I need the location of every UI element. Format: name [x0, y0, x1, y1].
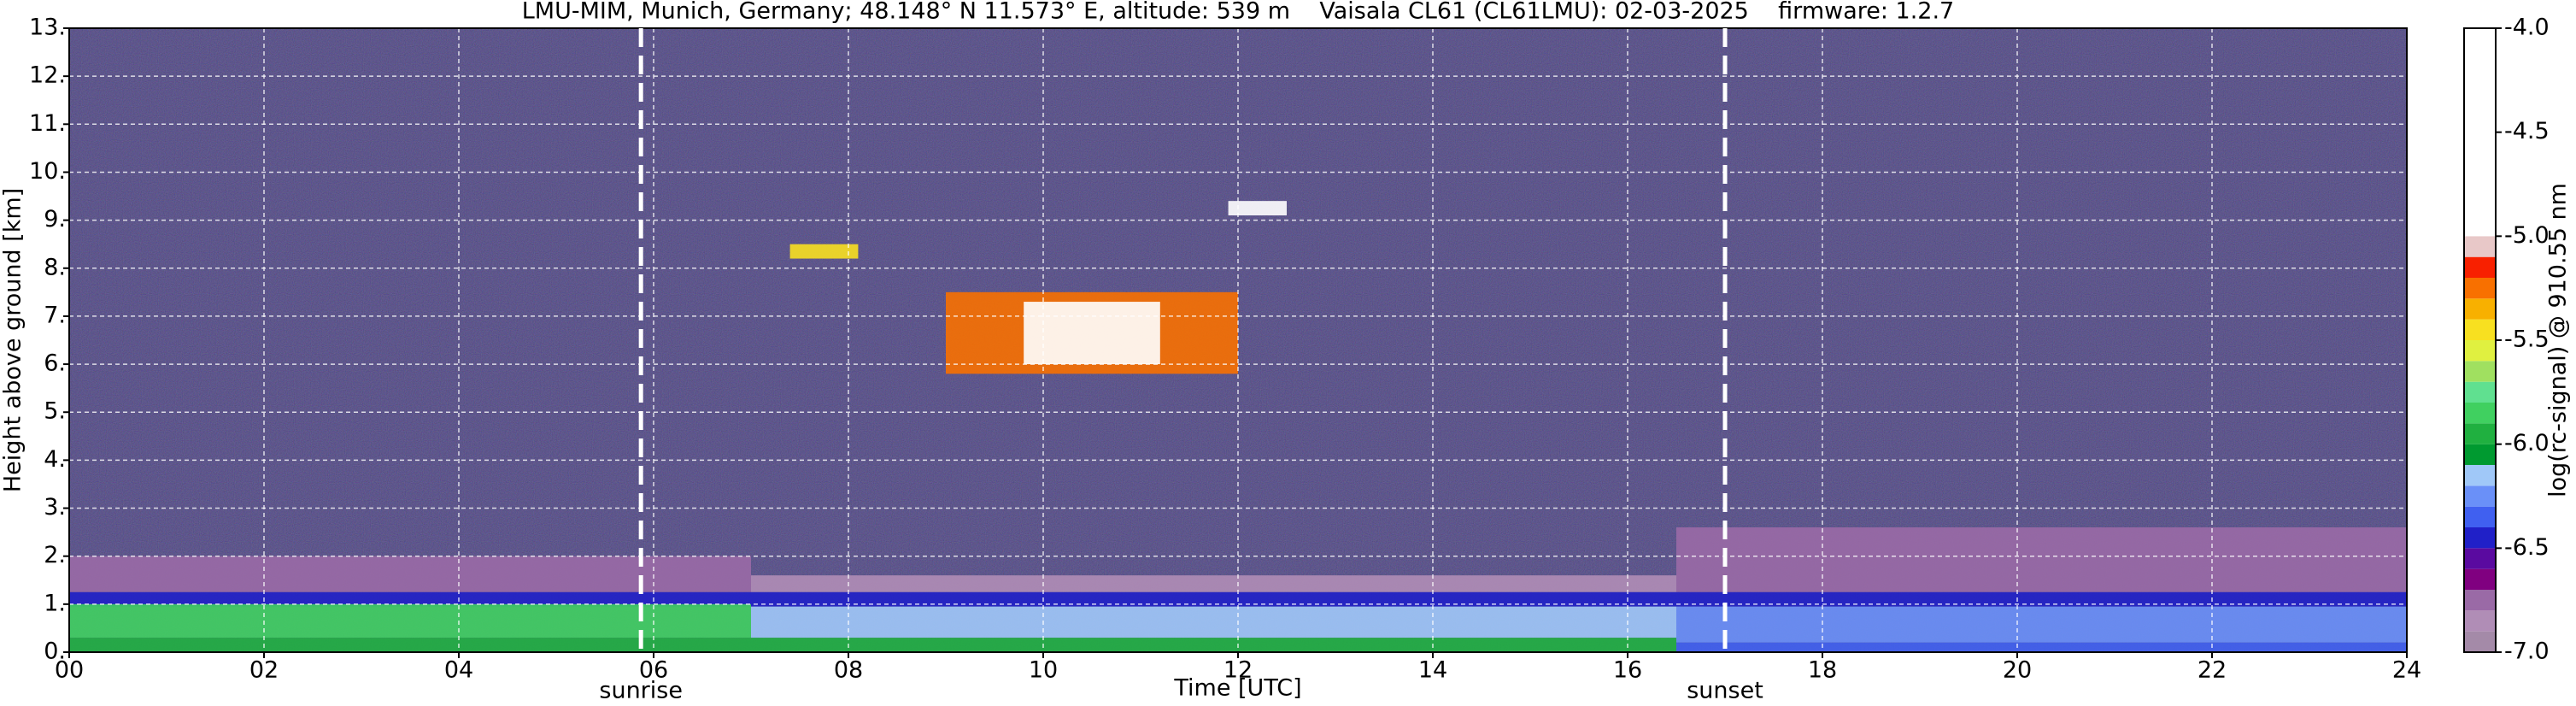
x-tick-label: 06	[639, 657, 668, 684]
x-tick-label: 14	[1418, 657, 1447, 684]
colorbar-segment	[2464, 361, 2496, 382]
heatmap-cell	[751, 606, 1676, 638]
y-tick-label: 1.	[44, 590, 66, 616]
y-tick-label: 7.	[44, 302, 66, 328]
y-tick-label: 9.	[44, 206, 66, 232]
y-tick-label: 11.	[29, 110, 66, 137]
x-tick-label: 08	[834, 657, 863, 684]
colorbar-segment	[2464, 278, 2496, 299]
colorbar-segment	[2464, 590, 2496, 611]
heatmap-cell	[69, 556, 751, 592]
y-tick-label: 0.	[44, 638, 66, 665]
colorbar-segment	[2464, 381, 2496, 403]
y-tick-label: 6.	[44, 350, 66, 377]
y-axis-label: Height above ground [km]	[0, 188, 26, 492]
x-tick-label: 16	[1613, 657, 1642, 684]
y-tick-label: 5.	[44, 398, 66, 425]
y-tick-label: 8.	[44, 254, 66, 280]
colorbar-segment	[2464, 28, 2496, 237]
colorbar-segment	[2464, 236, 2496, 257]
y-tick-label: 12.	[29, 62, 66, 89]
heatmap-cell	[751, 575, 1676, 592]
heatmap-cell	[1228, 201, 1287, 215]
colorbar-segment	[2464, 444, 2496, 465]
x-tick-label: 00	[55, 657, 84, 684]
x-tick-label: 02	[249, 657, 279, 684]
x-tick-label: 18	[1808, 657, 1837, 684]
colorbar-tick-label: -5.5	[2504, 327, 2550, 353]
y-tick-label: 10.	[29, 158, 66, 185]
colorbar-segment	[2464, 298, 2496, 320]
heatmap-cell	[1676, 642, 2407, 652]
colorbar-tick-label: -5.0	[2504, 222, 2550, 249]
x-tick-label: 04	[444, 657, 473, 684]
colorbar-segment	[2464, 631, 2496, 652]
colorbar-tick-label: -4.0	[2504, 15, 2550, 41]
x-tick-label: 22	[2198, 657, 2227, 684]
colorbar-segment	[2464, 610, 2496, 632]
x-tick-label: 20	[2003, 657, 2032, 684]
heatmap-cell	[69, 638, 1676, 652]
heatmap-cell	[1024, 302, 1160, 365]
colorbar-tick-label: -6.0	[2504, 430, 2550, 456]
colorbar-tick-label: -7.0	[2504, 638, 2550, 665]
colorbar-segment	[2464, 256, 2496, 278]
x-axis-label: Time [UTC]	[1173, 675, 1301, 702]
colorbar-segment	[2464, 527, 2496, 549]
event-label: sunset	[1687, 678, 1763, 704]
y-tick-label: 3.	[44, 494, 66, 521]
colorbar-segment	[2464, 423, 2496, 444]
x-tick-label: 10	[1029, 657, 1058, 684]
y-tick-label: 4.	[44, 446, 66, 473]
heatmap-cell	[69, 603, 751, 638]
colorbar-segment	[2464, 506, 2496, 527]
y-tick-label: 13.	[29, 15, 66, 41]
colorbar-segment	[2464, 568, 2496, 590]
event-label: sunrise	[599, 678, 683, 704]
colorbar-segment	[2464, 319, 2496, 340]
heatmap-cell	[1676, 527, 2407, 592]
heatmap-cell	[789, 244, 859, 259]
colorbar-segment	[2464, 548, 2496, 569]
colorbar-tick-label: -6.5	[2504, 534, 2550, 561]
heatmap-cell	[1676, 606, 2407, 643]
x-tick-label: 12	[1223, 657, 1253, 684]
colorbar-tick-label: -4.5	[2504, 118, 2550, 144]
colorbar-segment	[2464, 485, 2496, 507]
y-tick-label: 2.	[44, 542, 66, 568]
colorbar-segment	[2464, 465, 2496, 486]
colorbar-segment	[2464, 403, 2496, 424]
colorbar-label: log(rc-signal) @ 910.55 nm	[2545, 183, 2572, 497]
x-tick-label: 24	[2392, 657, 2421, 684]
chart-title: LMU-MIM, Munich, Germany; 48.148° N 11.5…	[522, 0, 1955, 25]
colorbar-segment	[2464, 340, 2496, 362]
